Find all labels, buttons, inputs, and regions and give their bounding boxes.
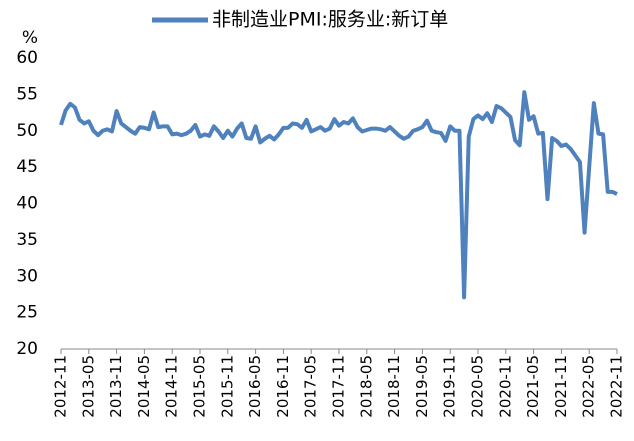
x-tick-label: 2012-11 bbox=[52, 355, 70, 418]
x-tick-label: 2014-11 bbox=[163, 355, 181, 418]
y-tick-label: 35 bbox=[16, 230, 38, 250]
data-line bbox=[59, 90, 618, 300]
x-tick-label: 2017-11 bbox=[330, 355, 348, 418]
y-tick-label: 60 bbox=[16, 48, 38, 68]
x-tick-label: 2020-05 bbox=[469, 355, 487, 418]
x-tick-label: 2016-05 bbox=[246, 355, 264, 418]
x-tick-label: 2015-11 bbox=[218, 355, 236, 418]
y-tick-label: 30 bbox=[16, 266, 38, 286]
y-tick-label: 50 bbox=[16, 121, 38, 141]
x-tick-label: 2021-11 bbox=[552, 355, 570, 418]
x-tick-label: 2013-11 bbox=[107, 355, 125, 418]
y-tick-label: 55 bbox=[16, 84, 38, 104]
x-tick-label: 2019-11 bbox=[441, 355, 459, 418]
y-tick-label: 40 bbox=[16, 194, 38, 214]
x-tick-label: 2015-05 bbox=[191, 355, 209, 418]
x-tick-label: 2019-05 bbox=[413, 355, 431, 418]
x-tick-label: 2022-11 bbox=[608, 355, 626, 418]
y-tick-label: 20 bbox=[16, 339, 38, 359]
x-tick-label: 2016-11 bbox=[274, 355, 292, 418]
y-tick-label: 25 bbox=[16, 303, 38, 323]
y-axis-label: % bbox=[22, 28, 38, 48]
x-tick-label: 2013-05 bbox=[79, 355, 97, 418]
x-tick-label: 2021-05 bbox=[524, 355, 542, 418]
legend-label: 非制造业PMI:服务业:新订单 bbox=[212, 9, 448, 31]
x-tick-label: 2022-05 bbox=[580, 355, 598, 418]
x-tick-label: 2017-05 bbox=[302, 355, 320, 418]
x-tick-label: 2014-05 bbox=[135, 355, 153, 418]
x-tick-label: 2020-11 bbox=[496, 355, 514, 418]
x-tick-label: 2018-11 bbox=[385, 355, 403, 418]
y-tick-label: 45 bbox=[16, 157, 38, 177]
x-tick-label: 2018-05 bbox=[357, 355, 375, 418]
